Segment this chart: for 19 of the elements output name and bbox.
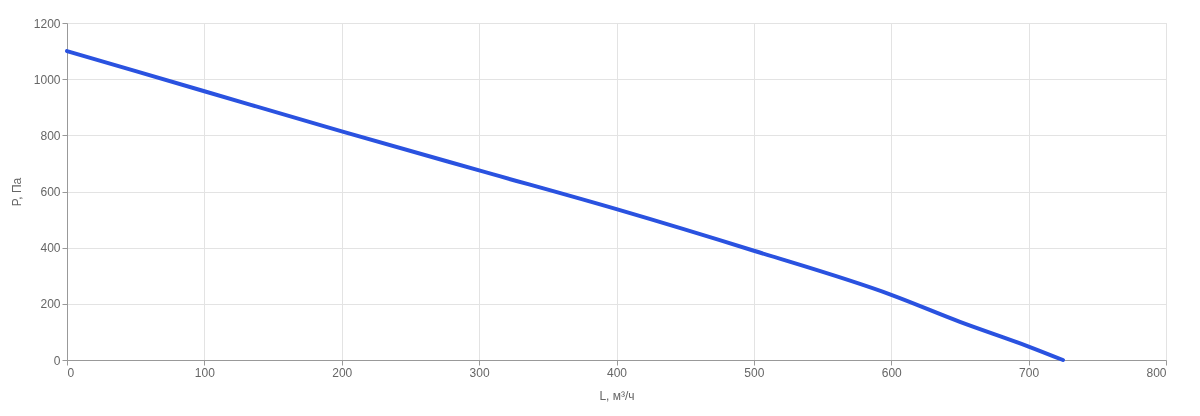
y-tick-label: 600	[40, 185, 61, 199]
x-tick-label: 300	[469, 365, 490, 380]
x-axis-title: L, м³/ч	[599, 388, 635, 403]
x-tick-label: 600	[881, 365, 903, 380]
y-tick-label: 0	[53, 353, 61, 368]
x-tick-label: 800	[1146, 365, 1167, 380]
x-tick-label: 0	[67, 365, 75, 380]
y-tick-label: 1000	[33, 72, 61, 87]
y-tick-label: 800	[40, 128, 61, 143]
y-axis-title: P, Па	[9, 177, 24, 207]
x-tick-label: 200	[332, 365, 353, 380]
x-tick-label: 700	[1019, 365, 1040, 380]
y-tick-label: 200	[40, 297, 61, 312]
y-tick-label: 400	[40, 241, 61, 256]
x-tick-label: 400	[606, 365, 628, 380]
x-tick-label: 100	[194, 365, 216, 380]
y-tick-label: 1200	[33, 16, 61, 31]
x-tick-label: 500	[744, 365, 765, 380]
line-series	[65, 49, 1065, 362]
